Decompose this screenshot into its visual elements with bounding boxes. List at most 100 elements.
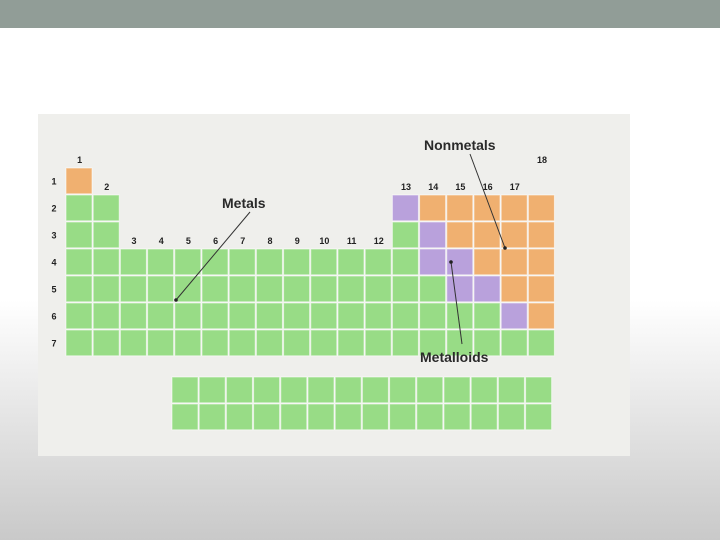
- nonmetals-pointer-line: [469, 153, 506, 249]
- nonmetal-cell: [473, 221, 501, 249]
- f-block-metal-cell: [497, 376, 525, 404]
- metal-cell: [283, 329, 311, 357]
- nonmetal-cell: [500, 248, 528, 276]
- metalloid-cell: [500, 302, 528, 330]
- metalloids-label: Metalloids: [420, 349, 489, 365]
- f-block-metal-cell: [389, 403, 417, 431]
- metal-cell: [446, 329, 474, 357]
- metal-cell: [310, 248, 338, 276]
- group-number: 6: [213, 236, 218, 246]
- f-block-metal-cell: [171, 403, 199, 431]
- f-block-metal-cell: [253, 376, 281, 404]
- metal-cell: [337, 302, 365, 330]
- metalloids-pointer-line: [450, 261, 463, 345]
- metal-cell: [364, 329, 392, 357]
- group-number: 7: [240, 236, 245, 246]
- metals-pointer-dot: [174, 298, 178, 302]
- metal-cell: [201, 302, 229, 330]
- metal-cell: [228, 275, 256, 303]
- f-block-metal-cell: [416, 376, 444, 404]
- metals-pointer-line: [175, 211, 251, 301]
- metal-cell: [119, 329, 147, 357]
- metal-cell: [174, 248, 202, 276]
- metal-cell: [500, 329, 528, 357]
- metal-cell: [419, 329, 447, 357]
- metal-cell: [473, 329, 501, 357]
- metal-cell: [147, 248, 175, 276]
- nonmetal-cell: [65, 167, 93, 195]
- metal-cell: [119, 275, 147, 303]
- group-number: 8: [267, 236, 272, 246]
- group-number: 2: [104, 182, 109, 192]
- metal-cell: [310, 329, 338, 357]
- f-block-metal-cell: [198, 376, 226, 404]
- f-block-metal-cell: [470, 403, 498, 431]
- metal-cell: [147, 302, 175, 330]
- metal-cell: [337, 329, 365, 357]
- f-block-metal-cell: [225, 376, 253, 404]
- group-number: 1: [77, 155, 82, 165]
- metal-cell: [310, 275, 338, 303]
- metal-cell: [92, 194, 120, 222]
- f-block-metal-cell: [389, 376, 417, 404]
- f-block-metal-cell: [198, 403, 226, 431]
- metal-cell: [283, 248, 311, 276]
- group-number: 4: [159, 236, 164, 246]
- nonmetal-cell: [500, 275, 528, 303]
- group-number: 5: [186, 236, 191, 246]
- group-number: 3: [131, 236, 136, 246]
- nonmetal-cell: [527, 302, 555, 330]
- f-block-metal-cell: [307, 376, 335, 404]
- group-number: 9: [295, 236, 300, 246]
- metal-cell: [147, 329, 175, 357]
- metal-cell: [228, 302, 256, 330]
- metal-cell: [337, 275, 365, 303]
- metalloid-cell: [391, 194, 419, 222]
- f-block-metal-cell: [334, 403, 362, 431]
- metal-cell: [473, 302, 501, 330]
- metal-cell: [119, 302, 147, 330]
- period-number: 6: [51, 312, 56, 322]
- nonmetals-callout: Nonmetals: [424, 137, 507, 250]
- f-block-metal-cell: [334, 376, 362, 404]
- metal-cell: [364, 275, 392, 303]
- metal-cell: [65, 194, 93, 222]
- metal-cell: [527, 329, 555, 357]
- metal-cell: [92, 221, 120, 249]
- metal-cell: [174, 275, 202, 303]
- group-number: 14: [428, 182, 438, 192]
- nonmetal-cell: [419, 194, 447, 222]
- period-number: 5: [51, 285, 56, 295]
- nonmetal-cell: [473, 194, 501, 222]
- period-number: 4: [51, 258, 56, 268]
- f-block-metal-cell: [280, 376, 308, 404]
- f-block-metal-cell: [525, 403, 553, 431]
- f-block-metal-cell: [253, 403, 281, 431]
- nonmetals-pointer-dot: [503, 246, 507, 250]
- metal-cell: [255, 329, 283, 357]
- nonmetal-cell: [527, 221, 555, 249]
- f-block-metal-cell: [361, 403, 389, 431]
- group-number: 12: [374, 236, 384, 246]
- metal-cell: [310, 302, 338, 330]
- nonmetal-cell: [500, 221, 528, 249]
- metal-cell: [419, 302, 447, 330]
- f-block-metal-cell: [361, 376, 389, 404]
- metal-cell: [65, 329, 93, 357]
- nonmetal-cell: [527, 248, 555, 276]
- period-number: 7: [51, 339, 56, 349]
- metal-cell: [174, 329, 202, 357]
- metalloid-cell: [419, 221, 447, 249]
- metal-cell: [255, 302, 283, 330]
- metal-cell: [65, 302, 93, 330]
- nonmetals-label: Nonmetals: [424, 137, 496, 153]
- metal-cell: [147, 275, 175, 303]
- metal-cell: [391, 329, 419, 357]
- metal-cell: [391, 275, 419, 303]
- group-number: 17: [510, 182, 520, 192]
- f-block-metal-cell: [280, 403, 308, 431]
- metal-cell: [255, 248, 283, 276]
- metal-cell: [283, 275, 311, 303]
- metal-cell: [65, 275, 93, 303]
